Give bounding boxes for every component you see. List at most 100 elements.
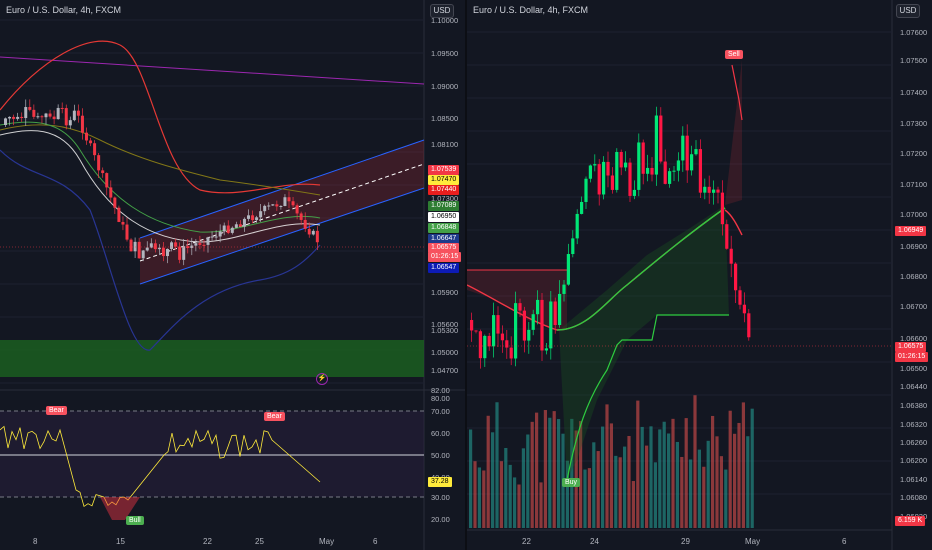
price-axis-label: 1.06320 [900,420,928,429]
candle-body [210,236,214,238]
volume-bar [640,426,644,528]
candle-body [190,245,194,248]
price-axis-label: 1.07100 [900,180,928,189]
volume-bar [702,466,706,528]
panel-divider[interactable] [465,0,467,550]
left-chart-canvas[interactable] [0,0,465,550]
candle-body [553,301,557,326]
candle-body [64,108,68,126]
volume-bar [579,421,583,528]
price-axis-label: 1.06440 [900,382,928,391]
oscillator-axis-label: 82.00 [431,386,450,395]
right-chart-canvas[interactable] [467,0,932,550]
price-tag: 1.07539 [428,165,460,175]
candle-body [707,186,711,193]
volume-bar [711,415,715,528]
volume-bar [473,461,477,528]
volume-bar [623,446,627,528]
volume-bar [741,402,745,528]
price-tag: 1.06575 [428,243,460,253]
volume-bar [693,395,697,528]
volume-bar [486,415,490,528]
right-chart-panel[interactable]: Euro / U.S. Dollar, 4h, FXCM USD 1.07600… [467,0,932,550]
volume-bar [491,432,495,528]
candle-body [527,329,531,341]
volume-bar [618,457,622,528]
candle-body [654,115,658,175]
candle-body [536,299,540,315]
candle-body [133,241,137,252]
candle-body [544,348,548,351]
volume-bar [684,418,688,528]
candle-body [311,230,315,235]
candle-body [4,118,7,125]
candle-body [109,187,113,198]
price-axis-label: 1.06080 [900,493,928,502]
candle-body [505,340,509,348]
oscillator-axis-label: 50.00 [431,451,450,460]
price-tag: 1.07470 [428,175,460,185]
oscillator-line [0,425,321,508]
price-tag: 1.06949 [895,226,927,236]
volume-bar [508,464,512,528]
oscillator-axis-label: 20.00 [431,515,450,524]
green-trail [556,207,726,331]
candle-body [121,221,125,225]
candle-body [584,178,588,202]
oscillator-axis-label: 80.00 [431,394,450,403]
volume-bar [504,447,508,528]
price-axis-label: 1.06140 [900,475,928,484]
candle-body [558,293,562,326]
candle-body [279,206,283,208]
left-chart-panel[interactable]: Euro / U.S. Dollar, 4h, FXCM USD 1.10000… [0,0,465,550]
candle-body [566,254,570,285]
candle-body [729,248,733,264]
candle-body [24,107,28,119]
volume-bar [543,410,547,528]
candle-body [624,162,628,168]
candle-body [668,171,672,184]
volume-bar [592,442,596,528]
price-axis-label: 1.07300 [900,119,928,128]
candle-body [275,204,279,207]
candle-body [703,186,707,193]
candle-body [161,247,165,257]
volume-bar [565,460,569,528]
candle-body [12,116,16,119]
candle-body [522,310,526,341]
volume-bar [570,418,574,528]
price-tag: 1.06950 [428,212,460,222]
candle-body [234,224,238,228]
candle-body [93,143,97,156]
candle-body [267,205,271,207]
volume-bar [469,429,473,528]
candle-body [659,115,663,162]
volume-bar [631,481,635,528]
candle-body [315,230,319,243]
candle-body [8,116,12,119]
right-currency-button[interactable]: USD [896,4,920,18]
candle-body [40,116,44,118]
left-currency-button[interactable]: USD [430,4,454,18]
volume-bar [737,422,741,528]
volume-bar [526,434,530,528]
oscillator-axis-label: 70.00 [431,407,450,416]
candle-body [72,110,76,121]
candle-body [145,247,149,251]
oscillator-band [0,411,424,497]
volume-bar [667,433,671,528]
candle-body [496,315,500,334]
candle-body [68,120,72,126]
ma-line [0,124,321,196]
oscillator-axis-label: 30.00 [431,493,450,502]
candle-body [283,197,287,207]
volume-bar [583,469,587,528]
price-axis-label: 1.05600 [431,320,459,329]
candle-body [60,107,64,109]
price-axis-label: 1.05000 [431,348,459,357]
ema-line-white [0,130,321,243]
candle-body [129,239,133,252]
candle-body [712,189,716,193]
event-marker-icon[interactable]: ⚡ [316,373,328,385]
candle-body [531,314,535,330]
